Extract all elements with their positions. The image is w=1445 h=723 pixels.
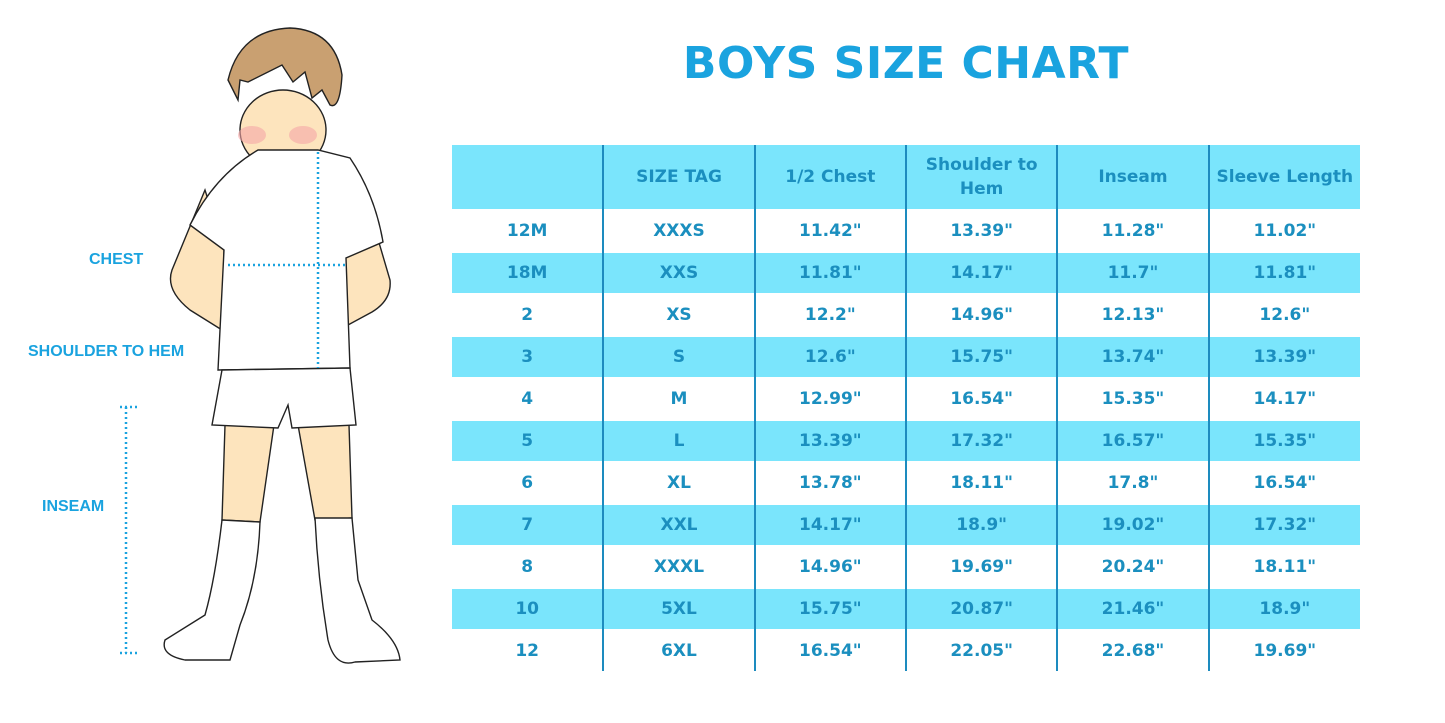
table-cell: 20.24"	[1056, 545, 1209, 588]
table-cell: 16.54"	[753, 629, 906, 671]
table-cell: 18.11"	[1207, 545, 1360, 588]
column-header: Inseam	[1056, 145, 1209, 210]
table-cell: 18.11"	[904, 461, 1058, 504]
table-cell: 21.46"	[1056, 587, 1209, 630]
table-row: 8 XXXL 14.96" 19.69" 20.24" 18.11"	[452, 545, 1360, 588]
table-cell: 15.75"	[753, 587, 906, 630]
table-header-row: SIZE TAG 1/2 Chest Shoulder to Hem Insea…	[452, 145, 1360, 210]
inseam-label: INSEAM	[42, 498, 105, 515]
table-cell: 18.9"	[904, 503, 1058, 546]
table-cell: 14.96"	[753, 545, 906, 588]
table-row: 6 XL 13.78" 18.11" 17.8" 16.54"	[452, 461, 1360, 504]
table-cell: 22.68"	[1056, 629, 1209, 671]
table-cell: 15.75"	[904, 335, 1058, 378]
table-cell: 11.81"	[1207, 251, 1360, 294]
table-cell: 14.17"	[904, 251, 1058, 294]
table-cell: 16.57"	[1056, 419, 1209, 462]
table-cell: 13.39"	[904, 209, 1058, 252]
size-chart-table: SIZE TAG 1/2 Chest Shoulder to Hem Insea…	[452, 145, 1360, 671]
table-cell: 13.78"	[753, 461, 906, 504]
table-cell: 16.54"	[904, 377, 1058, 420]
table-cell: 6XL	[602, 629, 755, 671]
table-cell: 11.42"	[753, 209, 906, 252]
table-cell: 15.35"	[1207, 419, 1360, 462]
table-cell: 17.8"	[1056, 461, 1209, 504]
table-row: 12 6XL 16.54" 22.05" 22.68" 19.69"	[452, 629, 1360, 671]
table-cell: 18M	[452, 251, 604, 294]
table-row: 18M XXS 11.81" 14.17" 11.7" 11.81"	[452, 251, 1360, 294]
table-cell: 16.54"	[1207, 461, 1360, 504]
table-row: 5 L 13.39" 17.32" 16.57" 15.35"	[452, 419, 1360, 462]
table-cell: 12.13"	[1056, 293, 1209, 336]
table-cell: 12.6"	[753, 335, 906, 378]
table-cell: 13.74"	[1056, 335, 1209, 378]
table-row: 10 5XL 15.75" 20.87" 21.46" 18.9"	[452, 587, 1360, 630]
table-cell: 11.02"	[1207, 209, 1360, 252]
table-row: 4 M 12.99" 16.54" 15.35" 14.17"	[452, 377, 1360, 420]
table-cell: S	[602, 335, 755, 378]
table-cell: 7	[452, 503, 604, 546]
table-cell: 11.81"	[753, 251, 906, 294]
table-cell: 12.2"	[753, 293, 906, 336]
table-cell: 4	[452, 377, 604, 420]
boy-measurement-illustration	[120, 27, 401, 664]
table-cell: XXXL	[602, 545, 755, 588]
table-cell: 5	[452, 419, 604, 462]
table-cell: XXXS	[602, 209, 755, 252]
table-cell: 12.6"	[1207, 293, 1360, 336]
table-cell: 3	[452, 335, 604, 378]
table-cell: 14.17"	[753, 503, 906, 546]
table-cell: 11.28"	[1056, 209, 1209, 252]
table-cell: M	[602, 377, 755, 420]
table-cell: 17.32"	[904, 419, 1058, 462]
table-cell: 14.96"	[904, 293, 1058, 336]
table-cell: 20.87"	[904, 587, 1058, 630]
table-cell: 12M	[452, 209, 604, 252]
table-cell: 5XL	[602, 587, 755, 630]
table-row: 7 XXL 14.17" 18.9" 19.02" 17.32"	[452, 503, 1360, 546]
table-cell: 10	[452, 587, 604, 630]
table-cell: 8	[452, 545, 604, 588]
table-cell: 12	[452, 629, 604, 671]
table-cell: 19.69"	[904, 545, 1058, 588]
table-cell: XXS	[602, 251, 755, 294]
table-cell: 13.39"	[753, 419, 906, 462]
table-cell: 17.32"	[1207, 503, 1360, 546]
table-cell: XS	[602, 293, 755, 336]
table-cell: 2	[452, 293, 604, 336]
table-cell: 22.05"	[904, 629, 1058, 671]
chest-label: CHEST	[89, 251, 144, 268]
column-header: 1/2 Chest	[753, 145, 906, 210]
column-header: Sleeve Length	[1207, 145, 1360, 210]
table-cell: 18.9"	[1207, 587, 1360, 630]
table-cell: 11.7"	[1056, 251, 1209, 294]
table-cell: 19.02"	[1056, 503, 1209, 546]
table-cell: 14.17"	[1207, 377, 1360, 420]
column-header: SIZE TAG	[602, 145, 755, 210]
table-cell: 13.39"	[1207, 335, 1360, 378]
table-cell: XL	[602, 461, 755, 504]
page-title: BOYS SIZE CHART	[682, 38, 1130, 89]
table-cell: XXL	[602, 503, 755, 546]
column-header	[452, 145, 604, 210]
table-cell: 19.69"	[1207, 629, 1360, 671]
column-header: Shoulder to Hem	[904, 145, 1058, 210]
shoulder-to-hem-label: SHOULDER TO HEM	[28, 343, 185, 360]
table-row: 2 XS 12.2" 14.96" 12.13" 12.6"	[452, 293, 1360, 336]
table-cell: 6	[452, 461, 604, 504]
table-cell: L	[602, 419, 755, 462]
table-cell: 15.35"	[1056, 377, 1209, 420]
table-row: 3 S 12.6" 15.75" 13.74" 13.39"	[452, 335, 1360, 378]
table-cell: 12.99"	[753, 377, 906, 420]
table-row: 12M XXXS 11.42" 13.39" 11.28" 11.02"	[452, 209, 1360, 252]
